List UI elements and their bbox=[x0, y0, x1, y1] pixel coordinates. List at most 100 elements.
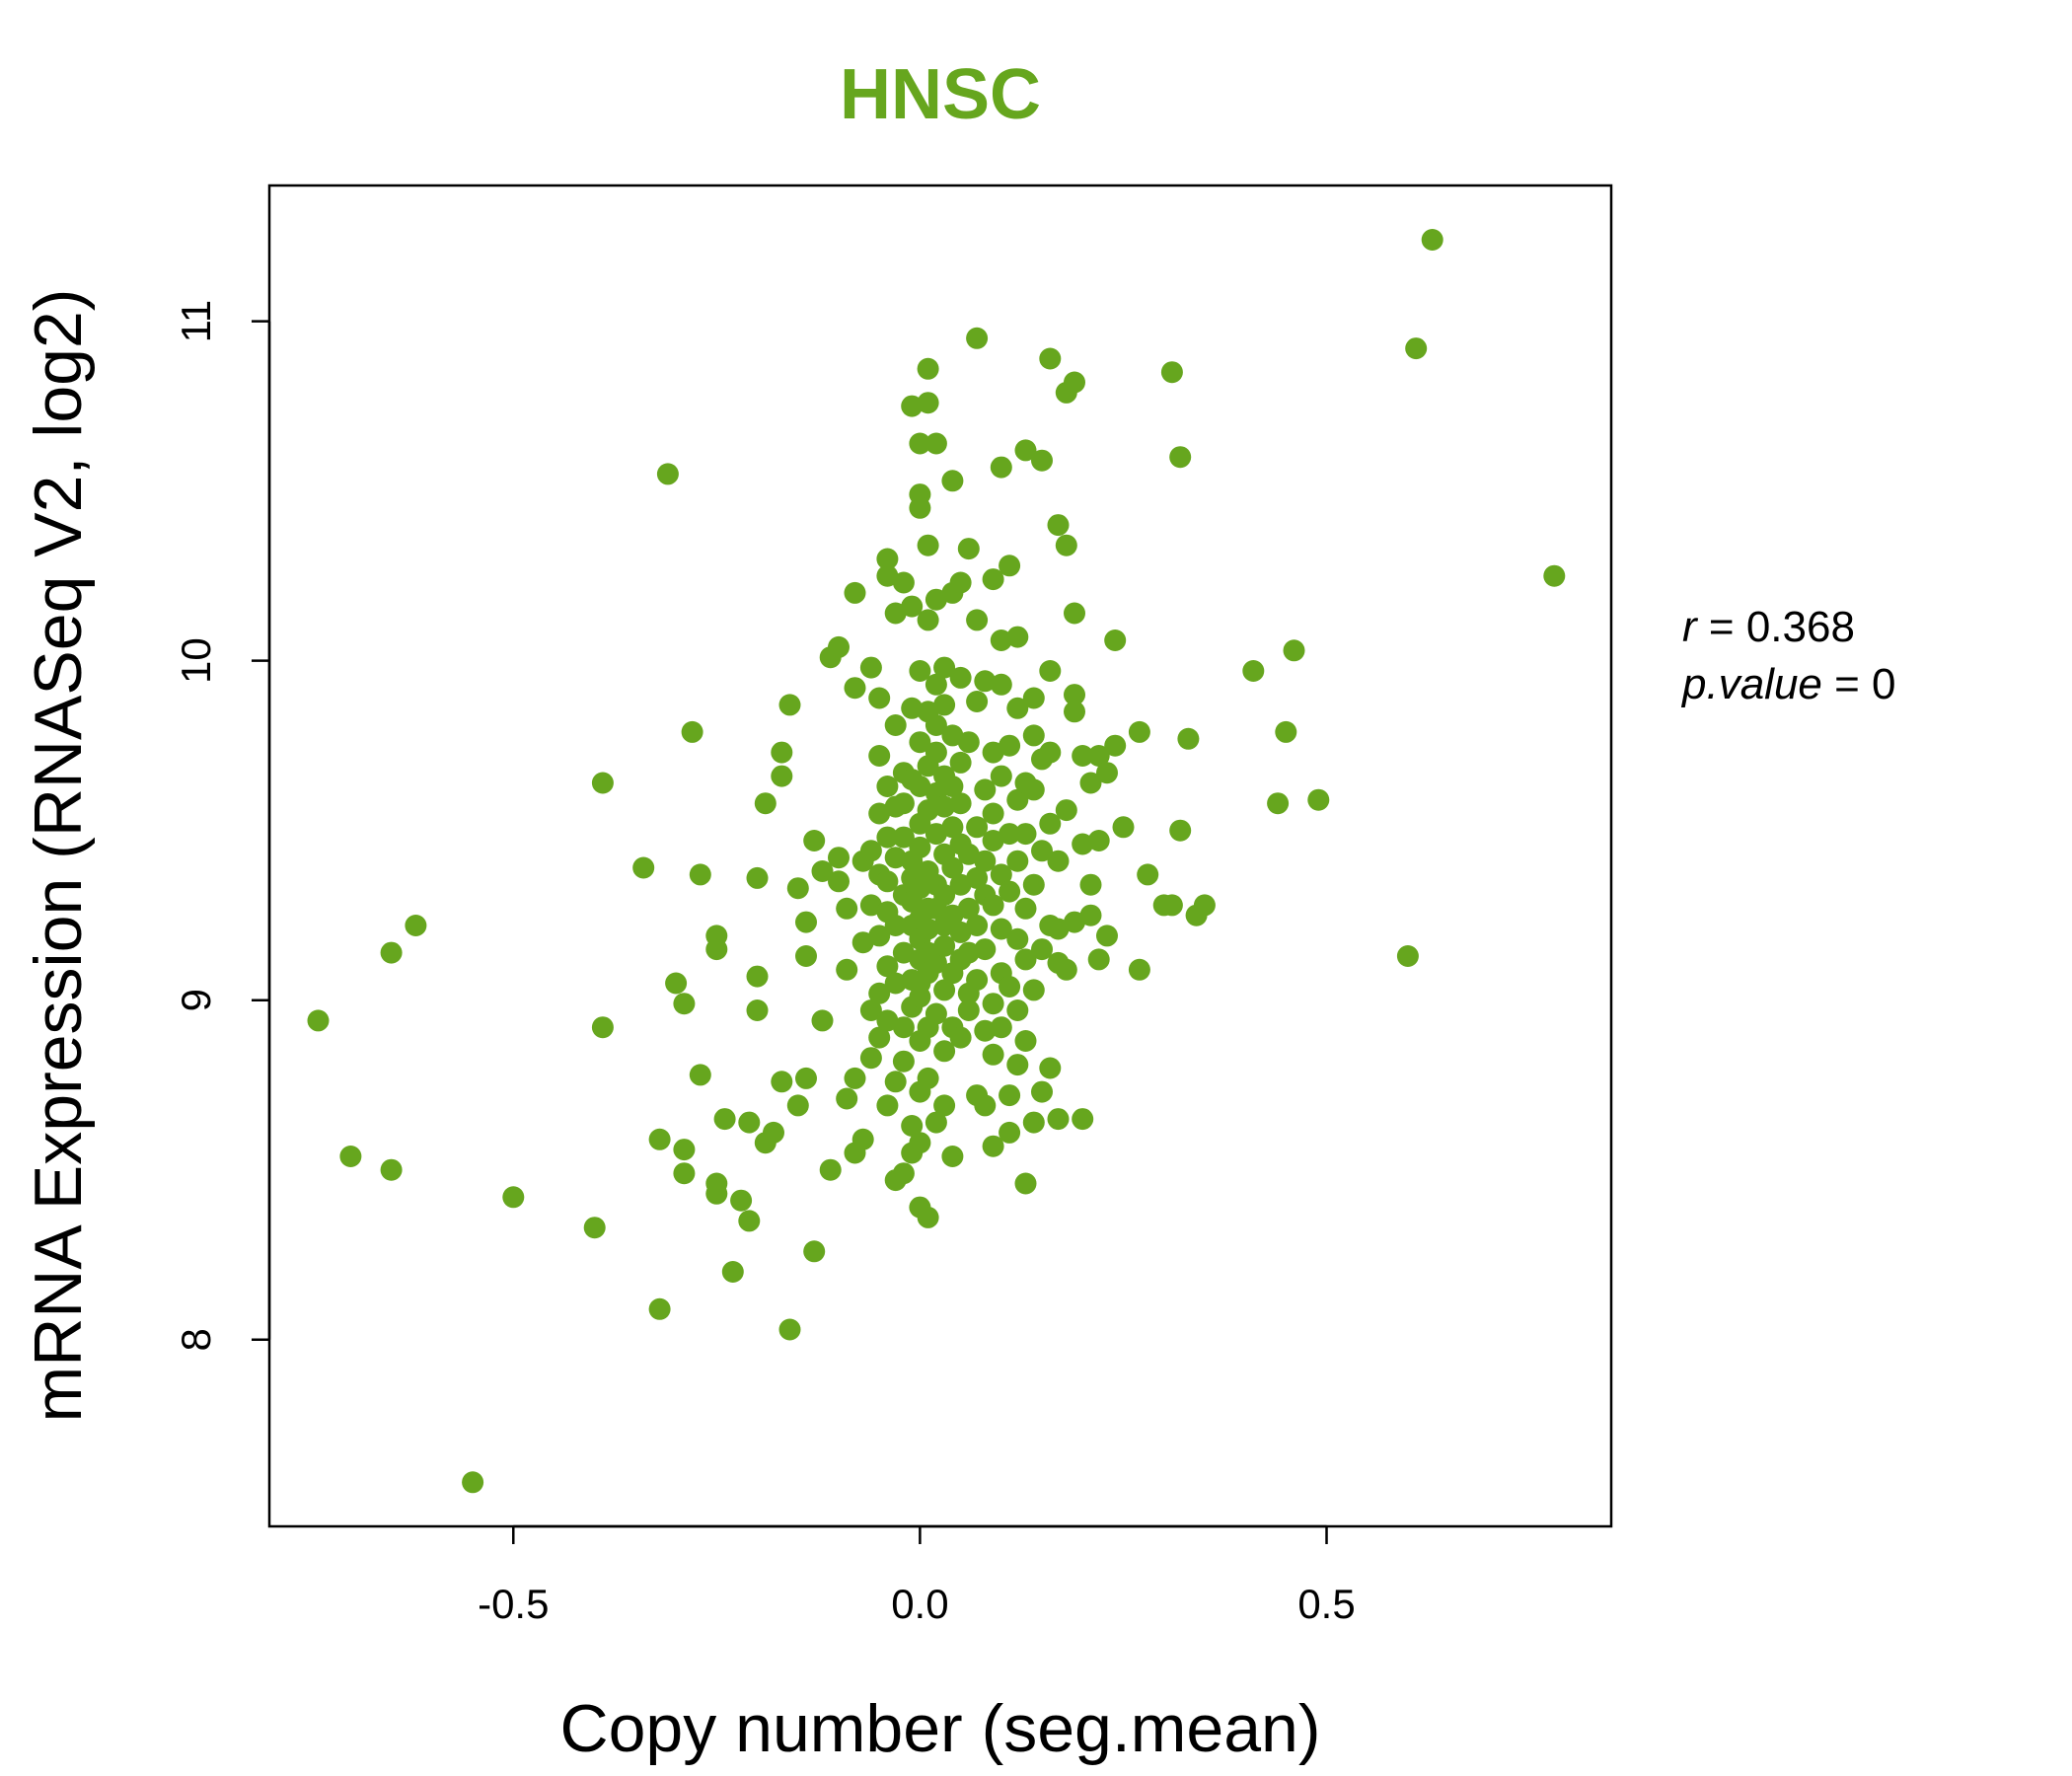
data-point bbox=[1014, 948, 1037, 971]
r-value: 0.368 bbox=[1746, 603, 1855, 651]
data-point bbox=[836, 958, 858, 981]
data-point bbox=[909, 432, 931, 455]
data-point bbox=[811, 1009, 834, 1032]
data-point bbox=[1055, 958, 1077, 981]
data-point bbox=[925, 673, 947, 696]
data-point bbox=[974, 938, 997, 961]
data-point bbox=[1014, 823, 1037, 846]
data-point bbox=[892, 1162, 915, 1185]
data-point bbox=[966, 866, 989, 889]
data-point bbox=[925, 714, 947, 736]
data-point bbox=[828, 635, 850, 658]
data-point bbox=[1006, 999, 1029, 1021]
data-point bbox=[966, 327, 989, 349]
data-point bbox=[868, 745, 891, 767]
data-point bbox=[949, 792, 972, 815]
data-point bbox=[884, 847, 907, 869]
data-point bbox=[925, 951, 947, 974]
data-point bbox=[892, 941, 915, 964]
data-point bbox=[648, 1297, 671, 1320]
y-axis-label: mRNA Expression (RNASeq V2, log2) bbox=[21, 289, 96, 1423]
data-point bbox=[1275, 720, 1297, 743]
data-point bbox=[868, 802, 891, 825]
data-point bbox=[1064, 911, 1085, 933]
data-point bbox=[868, 687, 891, 709]
data-point bbox=[673, 1162, 696, 1185]
data-point bbox=[974, 1019, 997, 1042]
data-point bbox=[957, 538, 980, 560]
data-point bbox=[1022, 979, 1045, 1001]
data-point bbox=[1055, 534, 1077, 556]
data-point bbox=[917, 357, 939, 380]
data-point bbox=[1087, 948, 1110, 971]
data-point bbox=[933, 1040, 956, 1063]
data-point bbox=[1079, 904, 1102, 926]
data-point bbox=[713, 1108, 736, 1131]
data-point bbox=[1022, 687, 1045, 709]
data-point bbox=[917, 1206, 939, 1228]
data-point bbox=[665, 972, 688, 995]
data-point bbox=[868, 982, 891, 1004]
data-point bbox=[982, 993, 1004, 1015]
p-equals: = bbox=[1834, 660, 1872, 708]
data-point bbox=[909, 877, 931, 900]
x-tick-label: 0.5 bbox=[1297, 1581, 1355, 1627]
data-point bbox=[1031, 938, 1053, 961]
data-point bbox=[1014, 439, 1037, 462]
data-point bbox=[892, 826, 915, 849]
data-point bbox=[795, 945, 817, 967]
data-point bbox=[884, 915, 907, 936]
data-point bbox=[656, 463, 679, 485]
data-point bbox=[730, 1189, 753, 1212]
data-point bbox=[957, 999, 980, 1021]
data-point bbox=[746, 999, 769, 1021]
data-point bbox=[1039, 1057, 1062, 1079]
y-tick-label: 8 bbox=[173, 1328, 219, 1351]
data-point bbox=[876, 955, 899, 978]
data-point bbox=[859, 894, 882, 917]
data-point bbox=[1022, 1111, 1045, 1134]
data-point bbox=[884, 1071, 907, 1093]
data-point bbox=[999, 976, 1021, 998]
data-point bbox=[828, 870, 850, 893]
data-point bbox=[999, 823, 1021, 846]
data-point bbox=[949, 571, 972, 594]
data-point bbox=[990, 1016, 1012, 1039]
data-point bbox=[795, 911, 817, 933]
data-point bbox=[689, 863, 711, 886]
data-point bbox=[1022, 778, 1045, 801]
data-point bbox=[925, 432, 947, 455]
chart-title: HNSC bbox=[840, 55, 1041, 134]
data-point bbox=[974, 670, 997, 693]
data-point bbox=[1128, 958, 1150, 981]
r-equals: = bbox=[1709, 603, 1746, 651]
p-statistic: p.value = 0 bbox=[1680, 660, 1896, 708]
data-point bbox=[925, 823, 947, 846]
data-point bbox=[1014, 1172, 1037, 1195]
data-point bbox=[1039, 347, 1062, 370]
data-point bbox=[380, 1158, 403, 1181]
data-point bbox=[836, 897, 858, 920]
data-point bbox=[1047, 918, 1070, 940]
data-point bbox=[1006, 1054, 1029, 1076]
data-point bbox=[502, 1186, 525, 1209]
data-point bbox=[1160, 894, 1183, 917]
data-point bbox=[990, 863, 1012, 886]
data-point bbox=[892, 1016, 915, 1039]
data-point bbox=[909, 496, 931, 519]
data-point bbox=[917, 918, 939, 940]
data-point bbox=[901, 1115, 924, 1137]
data-point bbox=[1006, 788, 1029, 811]
data-point bbox=[917, 392, 939, 414]
data-point bbox=[909, 731, 931, 754]
data-point bbox=[941, 1146, 964, 1167]
x-tick-label: 0.0 bbox=[891, 1581, 948, 1627]
data-point bbox=[868, 1026, 891, 1049]
data-point bbox=[746, 965, 769, 988]
data-point bbox=[974, 850, 997, 872]
data-point bbox=[1177, 727, 1200, 750]
data-point bbox=[771, 765, 793, 787]
data-point bbox=[999, 555, 1021, 577]
data-point bbox=[909, 660, 931, 682]
data-point bbox=[876, 1009, 899, 1032]
